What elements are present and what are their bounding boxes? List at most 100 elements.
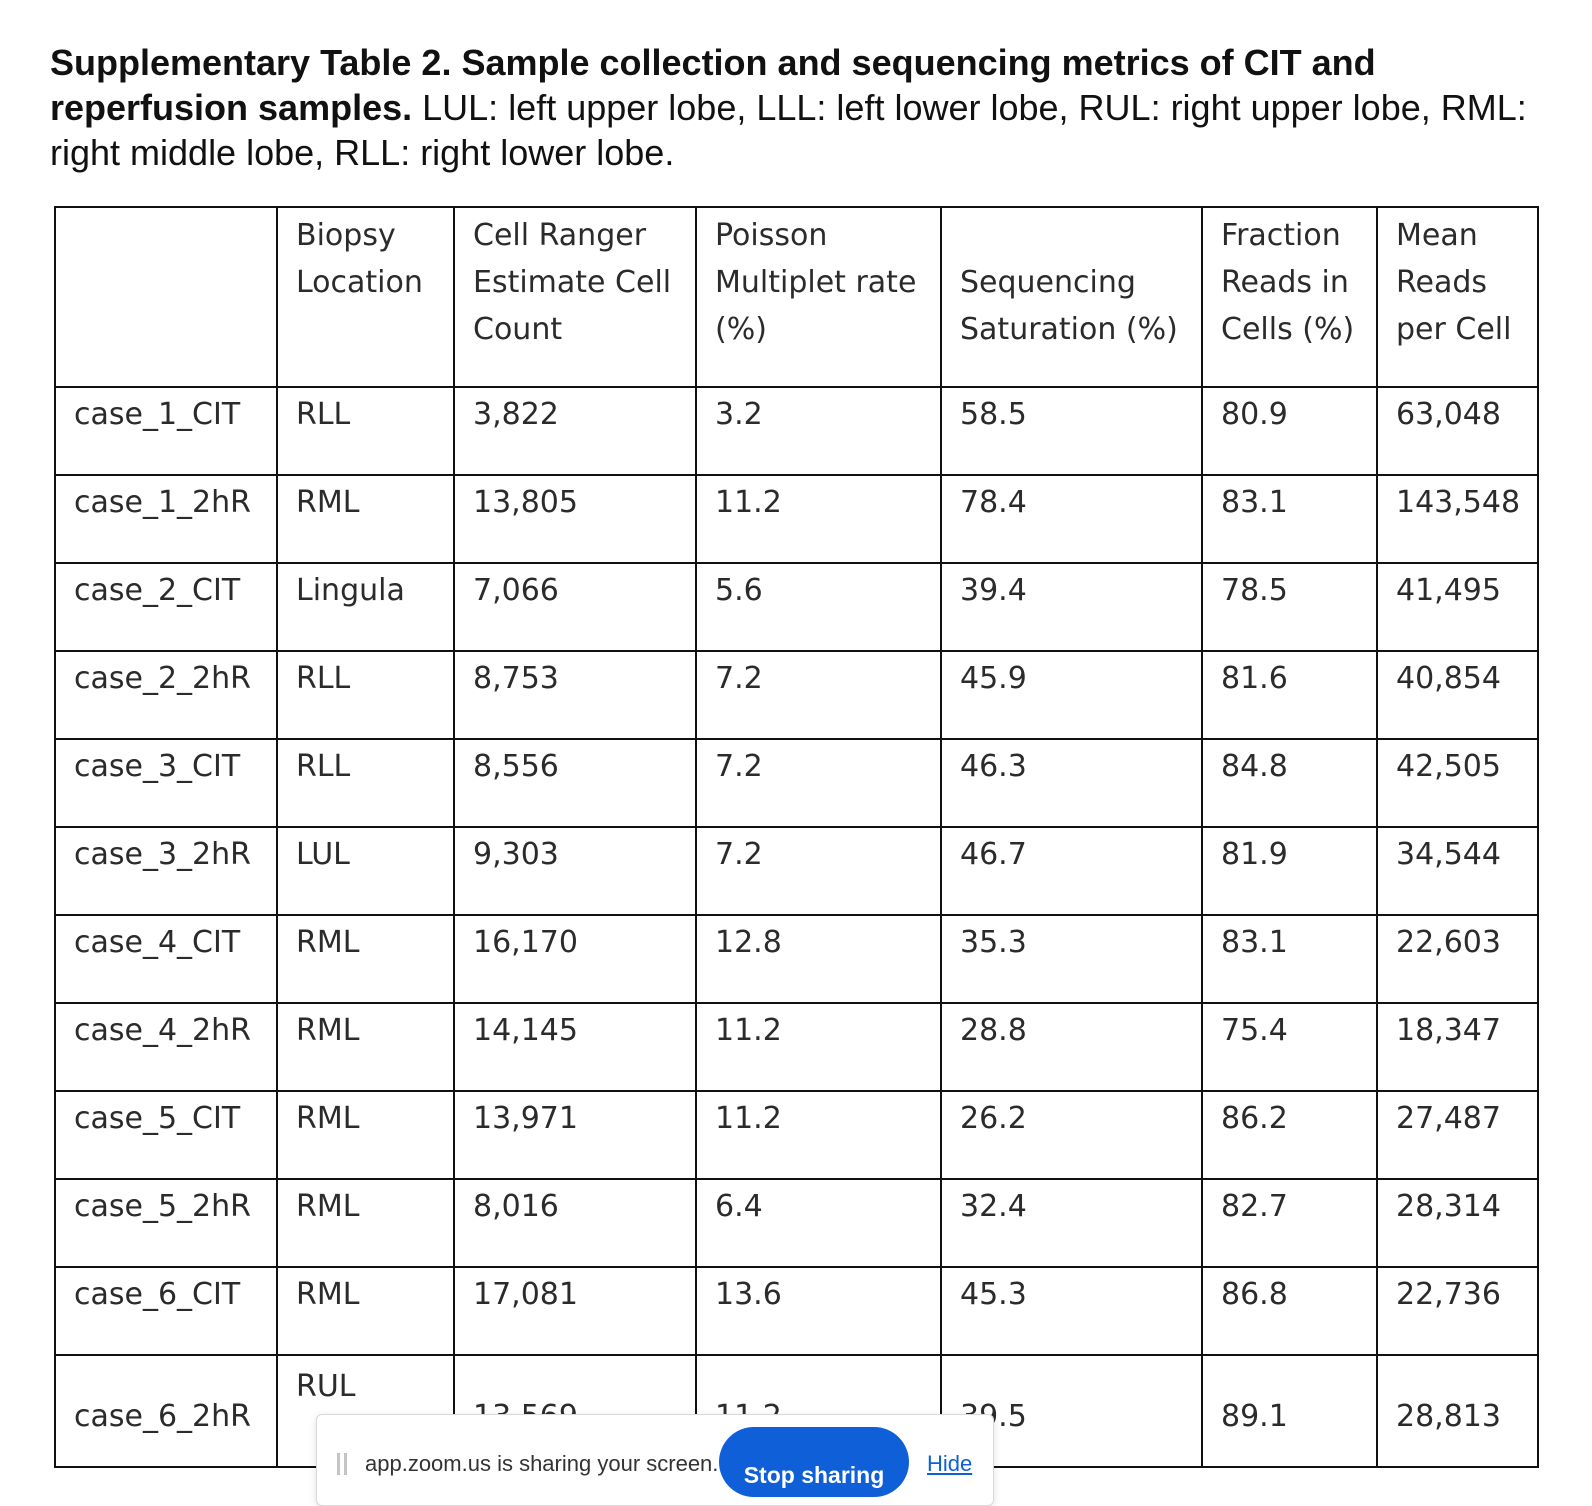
cell-location: RLL <box>276 386 455 476</box>
cell-cell-count: 13,971 <box>453 1090 697 1180</box>
cell-multiplet: 7.2 <box>695 738 942 828</box>
caption-title: Supplementary Table 2. Sample collection… <box>50 42 1376 128</box>
table-row: case_1_2hR RML 13,805 11.2 78.4 83.1 143… <box>54 474 1539 564</box>
cell-sample: case_3_CIT <box>54 738 278 828</box>
cell-saturation: 39.4 <box>940 562 1203 652</box>
cell-sample: case_1_CIT <box>54 386 278 476</box>
cell-saturation: 45.3 <box>940 1266 1203 1356</box>
cell-multiplet: 7.2 <box>695 826 942 916</box>
cell-mean-reads: 27,487 <box>1376 1090 1539 1180</box>
cell-multiplet: 5.6 <box>695 562 942 652</box>
header-mean-reads: Mean Reads per Cell <box>1376 206 1539 388</box>
table-row: case_2_CIT Lingula 7,066 5.6 39.4 78.5 4… <box>54 562 1539 652</box>
cell-saturation: 26.2 <box>940 1090 1203 1180</box>
cell-sample: case_6_2hR <box>54 1354 278 1468</box>
header-sample <box>54 206 278 388</box>
cell-sample: case_1_2hR <box>54 474 278 564</box>
cell-location: RML <box>276 1266 455 1356</box>
table-row: case_4_2hR RML 14,145 11.2 28.8 75.4 18,… <box>54 1002 1539 1092</box>
header-estimate-cell-count: Cell Ranger Estimate Cell Count <box>453 206 697 388</box>
cell-cell-count: 8,016 <box>453 1178 697 1268</box>
cell-mean-reads: 28,813 <box>1376 1354 1539 1468</box>
share-status-message: app.zoom.us is sharing your screen. <box>365 1451 719 1476</box>
header-sequencing-saturation: Sequencing Saturation (%) <box>940 206 1203 388</box>
cell-multiplet: 11.2 <box>695 474 942 564</box>
cell-location: RML <box>276 1178 455 1268</box>
cell-location: RML <box>276 1090 455 1180</box>
cell-saturation: 35.3 <box>940 914 1203 1004</box>
table-row: case_3_2hR LUL 9,303 7.2 46.7 81.9 34,54… <box>54 826 1539 916</box>
cell-location: Lingula <box>276 562 455 652</box>
cell-fraction: 78.5 <box>1201 562 1378 652</box>
table-row: case_6_CIT RML 17,081 13.6 45.3 86.8 22,… <box>54 1266 1539 1356</box>
cell-location: RML <box>276 474 455 564</box>
cell-fraction: 84.8 <box>1201 738 1378 828</box>
header-multiplet-rate: Poisson Multiplet rate (%) <box>695 206 942 388</box>
cell-location: RLL <box>276 650 455 740</box>
cell-fraction: 86.2 <box>1201 1090 1378 1180</box>
cell-mean-reads: 18,347 <box>1376 1002 1539 1092</box>
table-row: case_4_CIT RML 16,170 12.8 35.3 83.1 22,… <box>54 914 1539 1004</box>
cell-sample: case_4_2hR <box>54 1002 278 1092</box>
cell-fraction: 81.9 <box>1201 826 1378 916</box>
cell-cell-count: 8,753 <box>453 650 697 740</box>
cell-mean-reads: 143,548 <box>1376 474 1539 564</box>
cell-mean-reads: 22,736 <box>1376 1266 1539 1356</box>
cell-sample: case_4_CIT <box>54 914 278 1004</box>
cell-mean-reads: 41,495 <box>1376 562 1539 652</box>
cell-mean-reads: 22,603 <box>1376 914 1539 1004</box>
cell-sample: case_2_2hR <box>54 650 278 740</box>
cell-fraction: 82.7 <box>1201 1178 1378 1268</box>
stop-sharing-button[interactable]: Stop sharing <box>719 1427 909 1497</box>
table-row: case_5_2hR RML 8,016 6.4 32.4 82.7 28,31… <box>54 1178 1539 1268</box>
cell-multiplet: 12.8 <box>695 914 942 1004</box>
sequencing-metrics-table: Biopsy Location Cell Ranger Estimate Cel… <box>54 206 1539 1468</box>
cell-fraction: 75.4 <box>1201 1002 1378 1092</box>
cell-sample: case_5_CIT <box>54 1090 278 1180</box>
cell-saturation: 45.9 <box>940 650 1203 740</box>
cell-fraction: 80.9 <box>1201 386 1378 476</box>
cell-saturation: 46.3 <box>940 738 1203 828</box>
cell-mean-reads: 34,544 <box>1376 826 1539 916</box>
cell-location: RML <box>276 1002 455 1092</box>
table-row: case_3_CIT RLL 8,556 7.2 46.3 84.8 42,50… <box>54 738 1539 828</box>
table-caption: Supplementary Table 2. Sample collection… <box>50 40 1550 175</box>
cell-sample: case_2_CIT <box>54 562 278 652</box>
cell-cell-count: 16,170 <box>453 914 697 1004</box>
screen-share-bar: app.zoom.us is sharing your screen. Stop… <box>316 1414 994 1506</box>
cell-mean-reads: 63,048 <box>1376 386 1539 476</box>
cell-multiplet: 3.2 <box>695 386 942 476</box>
table-row: case_2_2hR RLL 8,753 7.2 45.9 81.6 40,85… <box>54 650 1539 740</box>
table-row: case_5_CIT RML 13,971 11.2 26.2 86.2 27,… <box>54 1090 1539 1180</box>
cell-cell-count: 7,066 <box>453 562 697 652</box>
cell-saturation: 58.5 <box>940 386 1203 476</box>
cell-multiplet: 11.2 <box>695 1002 942 1092</box>
cell-fraction: 83.1 <box>1201 914 1378 1004</box>
cell-location: RLL <box>276 738 455 828</box>
cell-location: LUL <box>276 826 455 916</box>
cell-multiplet: 13.6 <box>695 1266 942 1356</box>
cell-cell-count: 17,081 <box>453 1266 697 1356</box>
cell-fraction: 83.1 <box>1201 474 1378 564</box>
cell-multiplet: 7.2 <box>695 650 942 740</box>
header-row: Biopsy Location Cell Ranger Estimate Cel… <box>54 206 1539 388</box>
cell-cell-count: 14,145 <box>453 1002 697 1092</box>
cell-saturation: 28.8 <box>940 1002 1203 1092</box>
cell-saturation: 78.4 <box>940 474 1203 564</box>
cell-fraction: 81.6 <box>1201 650 1378 740</box>
caption-abbreviations: LUL: left upper lobe, LLL: left lower lo… <box>50 87 1527 173</box>
cell-multiplet: 11.2 <box>695 1090 942 1180</box>
drag-handle-icon[interactable] <box>337 1453 347 1475</box>
cell-cell-count: 3,822 <box>453 386 697 476</box>
cell-cell-count: 13,805 <box>453 474 697 564</box>
cell-cell-count: 8,556 <box>453 738 697 828</box>
stop-sharing-label: Stop sharing <box>743 1462 885 1488</box>
cell-multiplet: 6.4 <box>695 1178 942 1268</box>
cell-saturation: 46.7 <box>940 826 1203 916</box>
cell-mean-reads: 40,854 <box>1376 650 1539 740</box>
cell-mean-reads: 42,505 <box>1376 738 1539 828</box>
cell-location: RML <box>276 914 455 1004</box>
cell-sample: case_5_2hR <box>54 1178 278 1268</box>
hide-link[interactable]: Hide <box>927 1451 973 1476</box>
cell-mean-reads: 28,314 <box>1376 1178 1539 1268</box>
